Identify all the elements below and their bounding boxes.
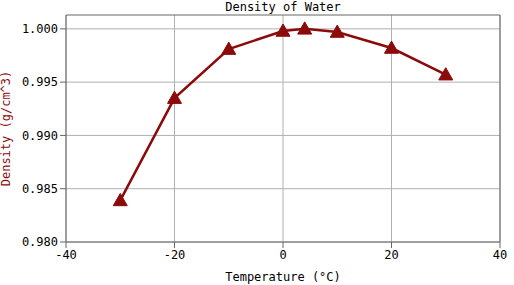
svg-text:Temperature (°C): Temperature (°C) [225, 270, 341, 284]
svg-text:-40: -40 [55, 248, 77, 262]
svg-text:20: 20 [384, 248, 398, 262]
svg-text:40: 40 [493, 248, 506, 262]
svg-text:-20: -20 [164, 248, 186, 262]
svg-text:0.985: 0.985 [22, 182, 58, 196]
svg-text:0.995: 0.995 [22, 75, 58, 89]
svg-text:0.980: 0.980 [22, 235, 58, 249]
svg-text:0: 0 [279, 248, 286, 262]
svg-text:1.000: 1.000 [22, 22, 58, 36]
html-text:Density of Water: Density of Water [225, 0, 341, 14]
svg-text:0.990: 0.990 [22, 129, 58, 143]
svg-text:Density (g/cm^3): Density (g/cm^3) [8, 71, 13, 187]
